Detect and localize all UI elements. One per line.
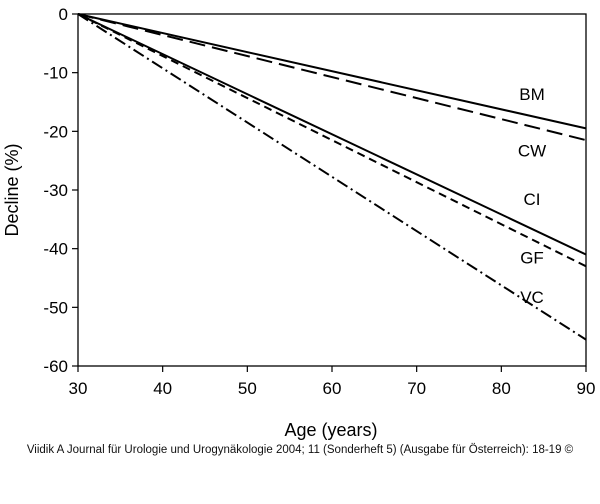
x-tick-label: 30 <box>69 379 88 398</box>
y-axis-label: Decline (%) <box>2 143 22 236</box>
source-caption: Viidik A Journal für Urologie und Urogyn… <box>26 444 574 456</box>
series-label-gf: GF <box>520 248 544 267</box>
series-labels: BM CW CI GF VC <box>518 85 546 307</box>
series-line-bm <box>77 13 587 130</box>
series-line-gf <box>77 13 587 268</box>
x-tick-label: 70 <box>407 379 426 398</box>
x-tick-label: 40 <box>153 379 172 398</box>
y-tick-label: -30 <box>43 181 68 200</box>
y-tick-label: -40 <box>43 240 68 259</box>
series-line-vc <box>77 13 587 341</box>
y-tick-label: -50 <box>43 298 68 317</box>
x-axis-label: Age (years) <box>284 420 377 440</box>
series-line-ci <box>77 13 587 256</box>
series-line-cw <box>77 13 587 142</box>
x-tick-label: 60 <box>323 379 342 398</box>
x-tick-label: 50 <box>238 379 257 398</box>
y-tick-label: 0 <box>59 5 68 24</box>
series-label-bm: BM <box>519 85 545 104</box>
y-tick-label: -20 <box>43 122 68 141</box>
series-label-vc: VC <box>520 288 544 307</box>
plot-frame <box>77 13 587 367</box>
x-tick-label: 90 <box>577 379 596 398</box>
y-tick-label: -10 <box>43 64 68 83</box>
y-tick-label: -60 <box>43 357 68 376</box>
x-tick-label: 80 <box>492 379 511 398</box>
series-lines <box>77 13 587 341</box>
series-label-ci: CI <box>524 190 541 209</box>
series-label-cw: CW <box>518 142 546 161</box>
